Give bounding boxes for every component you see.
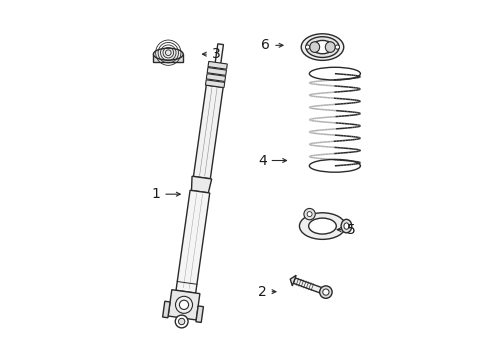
Circle shape [303,208,315,220]
Ellipse shape [153,48,183,60]
FancyBboxPatch shape [153,54,183,62]
Polygon shape [293,278,326,295]
Polygon shape [207,62,227,69]
Polygon shape [205,80,224,87]
Polygon shape [193,85,223,179]
Circle shape [179,300,188,310]
Ellipse shape [301,34,343,60]
Polygon shape [207,68,226,75]
Polygon shape [168,290,200,320]
Circle shape [175,315,188,328]
Ellipse shape [325,42,335,53]
Polygon shape [290,275,296,286]
Text: 4: 4 [257,153,286,167]
Ellipse shape [319,286,331,298]
Polygon shape [215,44,223,64]
Circle shape [305,45,309,49]
Ellipse shape [343,223,348,229]
Text: 1: 1 [151,187,180,201]
Ellipse shape [309,42,319,53]
Text: 2: 2 [257,285,275,299]
Circle shape [175,296,192,313]
Ellipse shape [305,37,338,58]
Ellipse shape [299,213,345,239]
Polygon shape [176,190,209,293]
Circle shape [335,45,339,49]
Polygon shape [196,306,203,323]
Polygon shape [191,176,211,193]
Text: 3: 3 [202,47,220,61]
Text: 6: 6 [261,38,283,52]
Circle shape [306,212,311,217]
Ellipse shape [311,40,332,54]
Ellipse shape [308,218,336,234]
Polygon shape [163,301,170,318]
Circle shape [178,318,184,325]
Ellipse shape [322,289,328,295]
Ellipse shape [341,219,351,233]
Text: 5: 5 [336,222,354,237]
Polygon shape [206,74,225,81]
